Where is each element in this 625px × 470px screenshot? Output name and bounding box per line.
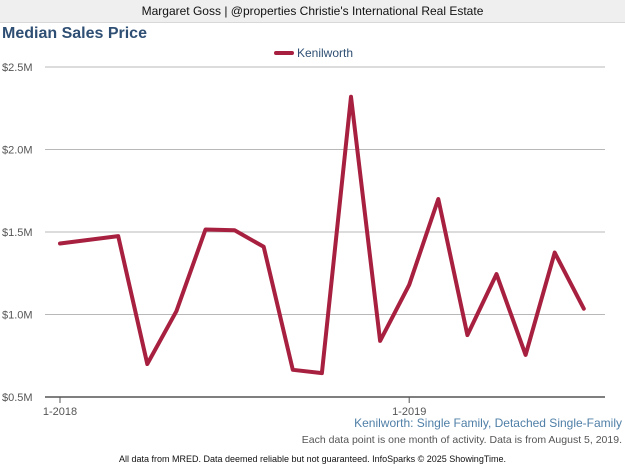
agent-header-bar: Margaret Goss | @properties Christie's I… (0, 0, 625, 23)
chart-subtitle: Kenilworth: Single Family, Detached Sing… (354, 416, 622, 430)
y-tick-label: $1.0M (2, 310, 33, 322)
legend-label: Kenilworth (297, 46, 353, 60)
y-tick-label: $1.5M (2, 227, 33, 239)
y-tick-label: $0.5M (2, 392, 33, 404)
series-lines (58, 94, 586, 376)
y-tick-label: $2.0M (2, 145, 33, 157)
x-axis-ticks: 1-2018 1-2019 (43, 397, 426, 418)
agent-header-text: Margaret Goss | @properties Christie's I… (141, 4, 484, 18)
series-line-kenilworth (58, 94, 586, 376)
legend: Kenilworth (274, 46, 353, 60)
grid-lines (45, 66, 605, 398)
chart-note: Each data point is one month of activity… (301, 434, 622, 446)
x-tick-label: 1-2018 (43, 406, 77, 418)
x-tick-label: 1-2019 (392, 406, 426, 418)
y-axis-ticks: $0.5M $1.0M $1.5M $2.0M $2.5M (2, 62, 33, 404)
chart-title: Median Sales Price (2, 25, 147, 42)
y-tick-label: $2.5M (2, 62, 33, 74)
footer-disclaimer: All data from MRED. Data deemed reliable… (118, 454, 506, 464)
